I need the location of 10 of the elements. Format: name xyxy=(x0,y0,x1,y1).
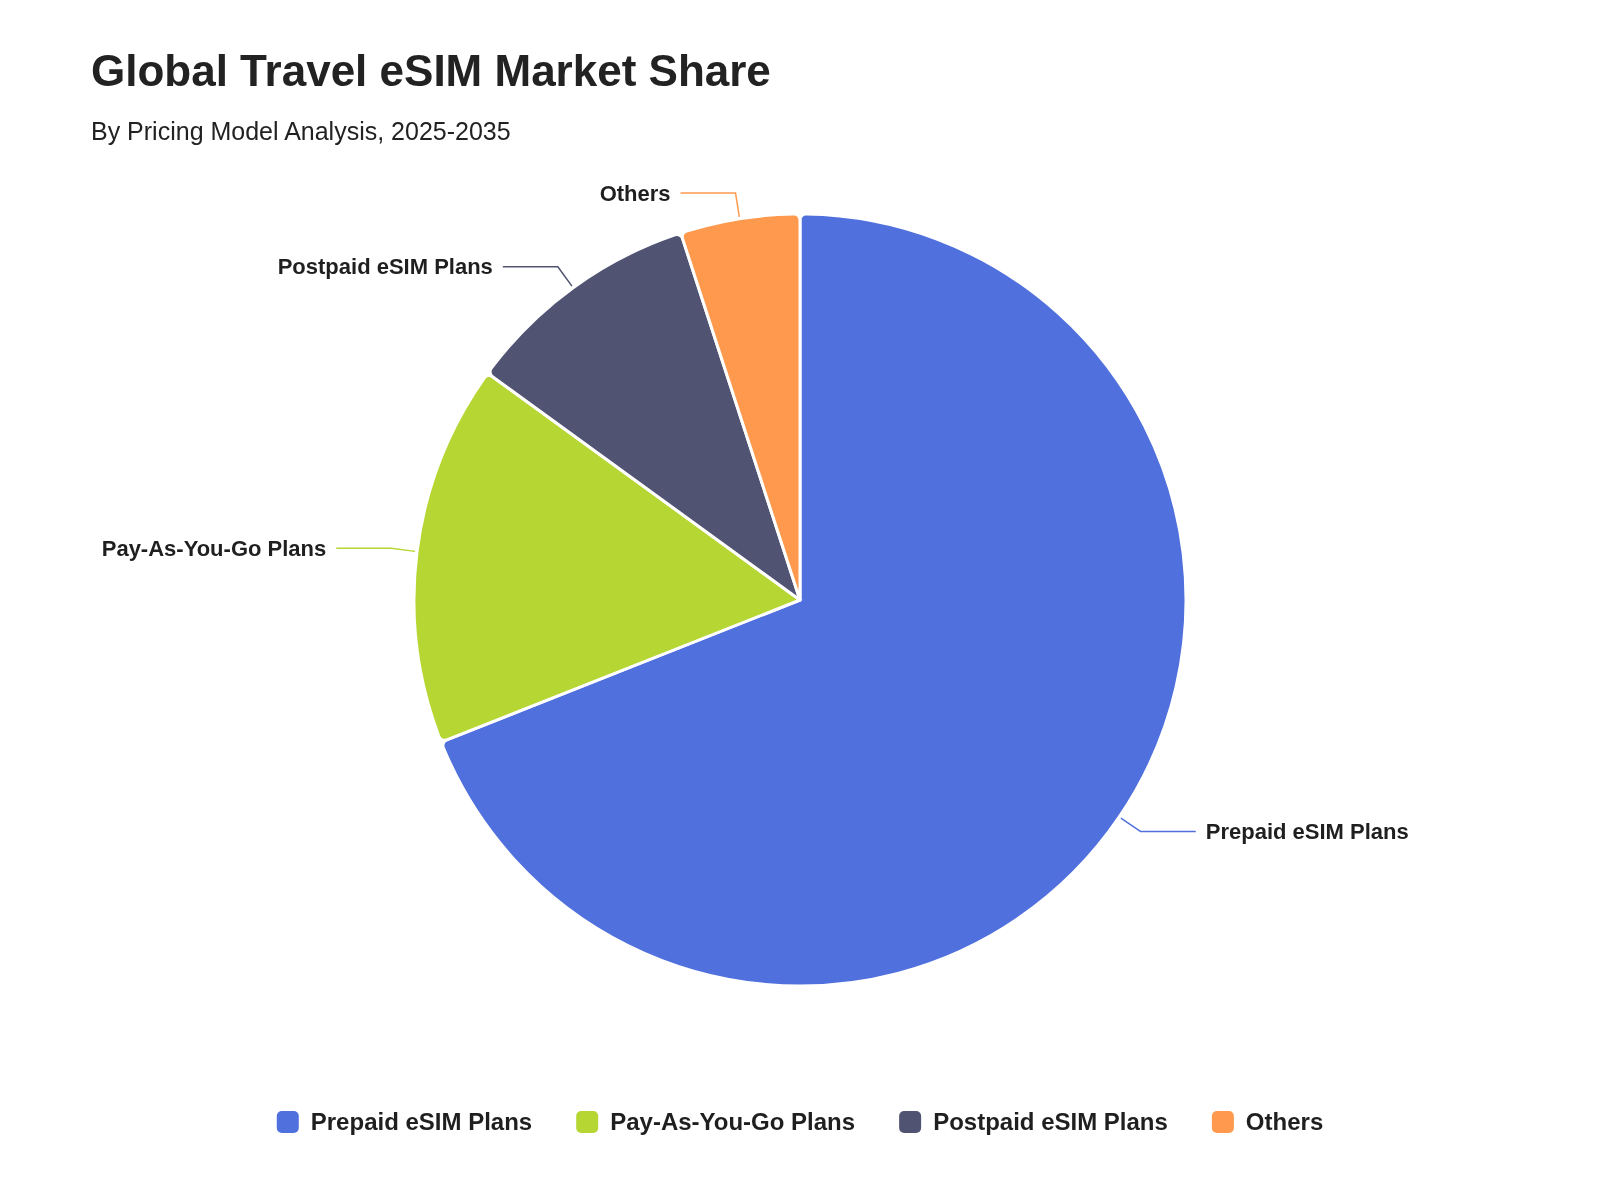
legend-label: Pay-As-You-Go Plans xyxy=(610,1108,856,1136)
chart-title: Global Travel eSIM Market Share xyxy=(91,46,771,95)
slice-label: Pay-As-You-Go Plans xyxy=(101,536,327,562)
slice-label: Prepaid eSIM Plans xyxy=(1205,819,1409,845)
legend-label: Others xyxy=(1245,1108,1324,1136)
chart-subtitle: By Pricing Model Analysis, 2025-2035 xyxy=(91,117,511,145)
legend-label: Postpaid eSIM Plans xyxy=(933,1108,1168,1136)
legend-label: Prepaid eSIM Plans xyxy=(310,1108,533,1136)
slice-label: Others xyxy=(599,180,671,206)
slice-label: Postpaid eSIM Plans xyxy=(277,254,493,280)
